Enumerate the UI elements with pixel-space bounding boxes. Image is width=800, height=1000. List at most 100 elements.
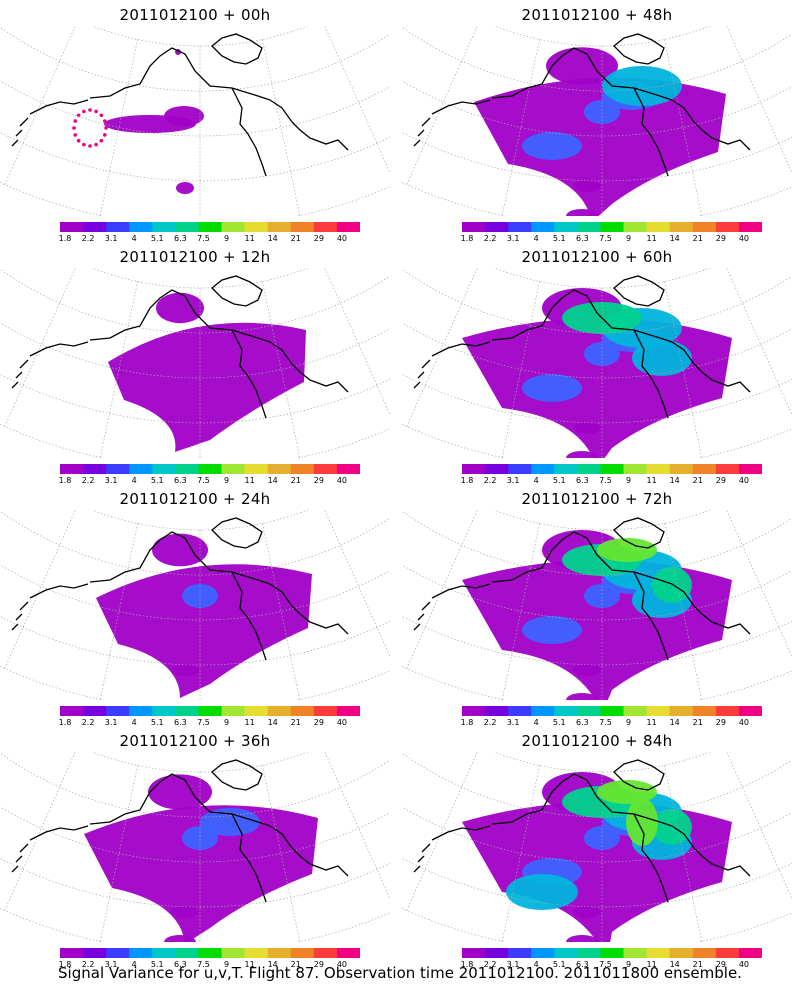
colorbar-tick-label: 29 — [313, 234, 324, 243]
coastline — [89, 47, 271, 101]
variance-region — [474, 77, 726, 216]
map-plot — [0, 26, 390, 216]
longitude-line — [4, 510, 76, 669]
colorbar-swatch — [336, 948, 360, 958]
latitude-line — [402, 322, 792, 379]
colorbar-swatch — [554, 706, 578, 716]
colorbar-swatch — [738, 464, 762, 474]
longitude-line — [726, 510, 792, 658]
colorbar-tick-label: 29 — [313, 476, 324, 485]
graticule — [402, 268, 792, 458]
latitude-line — [402, 131, 792, 182]
observation-track-point — [73, 119, 78, 123]
colorbar-tick-label: 2.2 — [81, 960, 95, 969]
colorbar-swatch — [175, 464, 199, 474]
colorbar-tick-label: 2.2 — [81, 234, 95, 243]
variance-region — [584, 100, 620, 124]
coastline — [633, 813, 669, 903]
longitude-line — [4, 752, 76, 911]
forecast-panel: 2011012100 + 24h 1.8 2.2 3.1 4 5.1 6.3 7.5 9 11 14… — [0, 484, 390, 727]
panel-title: 2011012100 + 60h — [521, 248, 673, 266]
coastline — [671, 825, 751, 877]
observation-track-point — [94, 142, 98, 147]
colorbar-swatch — [290, 706, 315, 716]
colorbar-swatch — [198, 706, 223, 716]
colorbar-labels: 1.8 2.2 3.1 4 5.1 6.3 7.5 9 11 14 21 29 40 — [59, 234, 360, 246]
colorbar-swatch — [106, 706, 130, 716]
variance-field — [72, 49, 204, 194]
longitude-line — [402, 510, 426, 618]
colorbar-swatch — [175, 222, 199, 232]
map-plot — [402, 268, 792, 458]
colorbar-tick-label: 14 — [267, 234, 278, 243]
colorbar-tick-label: 3.1 — [506, 476, 520, 485]
colorbar-tick-label: 4 — [533, 718, 539, 727]
colorbar-swatch — [669, 706, 694, 716]
coastline — [211, 517, 263, 549]
longitude-line — [324, 268, 390, 416]
colorbar-swatch — [577, 222, 601, 232]
colorbar-tick-label: 4 — [533, 476, 539, 485]
map-plot — [0, 752, 390, 942]
colorbar-swatch — [244, 948, 269, 958]
longitude-line — [4, 268, 76, 427]
colorbar-tick-label: 21 — [290, 234, 301, 243]
latitude-line — [493, 510, 711, 531]
panel-title: 2011012100 + 24h — [119, 490, 271, 508]
colorbar-tick-label: 3.1 — [506, 960, 520, 969]
colorbar-swatch — [175, 948, 199, 958]
coastlines — [413, 33, 751, 177]
colorbar-swatch — [290, 464, 315, 474]
colorbar-swatch — [129, 222, 153, 232]
colorbar-swatch — [244, 706, 269, 716]
colorbar-swatch — [531, 222, 555, 232]
colorbar-tick-label: 5.1 — [150, 718, 164, 727]
coastline — [231, 813, 267, 903]
observation-track-point — [72, 126, 76, 130]
observation-track-point — [94, 109, 98, 114]
variance-region — [566, 693, 598, 700]
colorbar-swatch — [221, 948, 246, 958]
latitude-line — [0, 131, 390, 182]
variance-region — [182, 584, 218, 608]
observation-track-point — [102, 119, 107, 123]
colorbar-swatch — [600, 464, 625, 474]
coastline — [211, 275, 263, 307]
colorbar-tick-label: 3.1 — [104, 960, 118, 969]
colorbar-swatch — [554, 948, 578, 958]
coastline — [231, 329, 267, 419]
coastline — [633, 329, 669, 419]
colorbar-swatch — [336, 464, 360, 474]
forecast-panel: 2011012100 + 48h 1.8 2.2 3.1 4 5.1 6.3 7.5 9 11 14… — [402, 0, 792, 243]
colorbar-tick-label: 3.1 — [506, 718, 520, 727]
colorbar-tick-label: 2.2 — [483, 960, 497, 969]
colorbar-tick-label: 1.8 — [58, 718, 72, 727]
variance-region — [522, 616, 582, 644]
coastline — [29, 583, 89, 599]
colorbar-swatch — [715, 948, 740, 958]
coastlines — [413, 759, 751, 903]
variance-region — [652, 809, 692, 845]
colorbar-tick-label: 11 — [244, 476, 255, 485]
colorbar-tick-label: 21 — [692, 718, 703, 727]
longitude-line — [402, 26, 426, 134]
colorbar-tick-label: 2.2 — [483, 718, 497, 727]
colorbar-swatch — [646, 222, 671, 232]
panel-title: 2011012100 + 84h — [521, 732, 673, 750]
coastlines — [11, 759, 349, 903]
longitude-line — [778, 752, 792, 860]
figure-caption: Signal Variance for u,v,T. Flight 87. Ob… — [58, 964, 742, 982]
longitude-line — [0, 268, 24, 376]
coastline — [613, 759, 665, 791]
coastline — [613, 517, 665, 549]
colorbar-swatch — [715, 222, 740, 232]
colorbar-tick-label: 9 — [223, 476, 230, 485]
colorbar-tick-label: 3.1 — [104, 476, 118, 485]
coastline — [431, 825, 491, 841]
colorbar-tick-label: 7.5 — [197, 234, 210, 243]
longitude-line — [406, 26, 478, 185]
colorbar — [462, 464, 762, 474]
colorbar-swatch — [600, 948, 625, 958]
graticule — [0, 510, 390, 700]
colorbar-tick-label: 9 — [625, 960, 632, 969]
